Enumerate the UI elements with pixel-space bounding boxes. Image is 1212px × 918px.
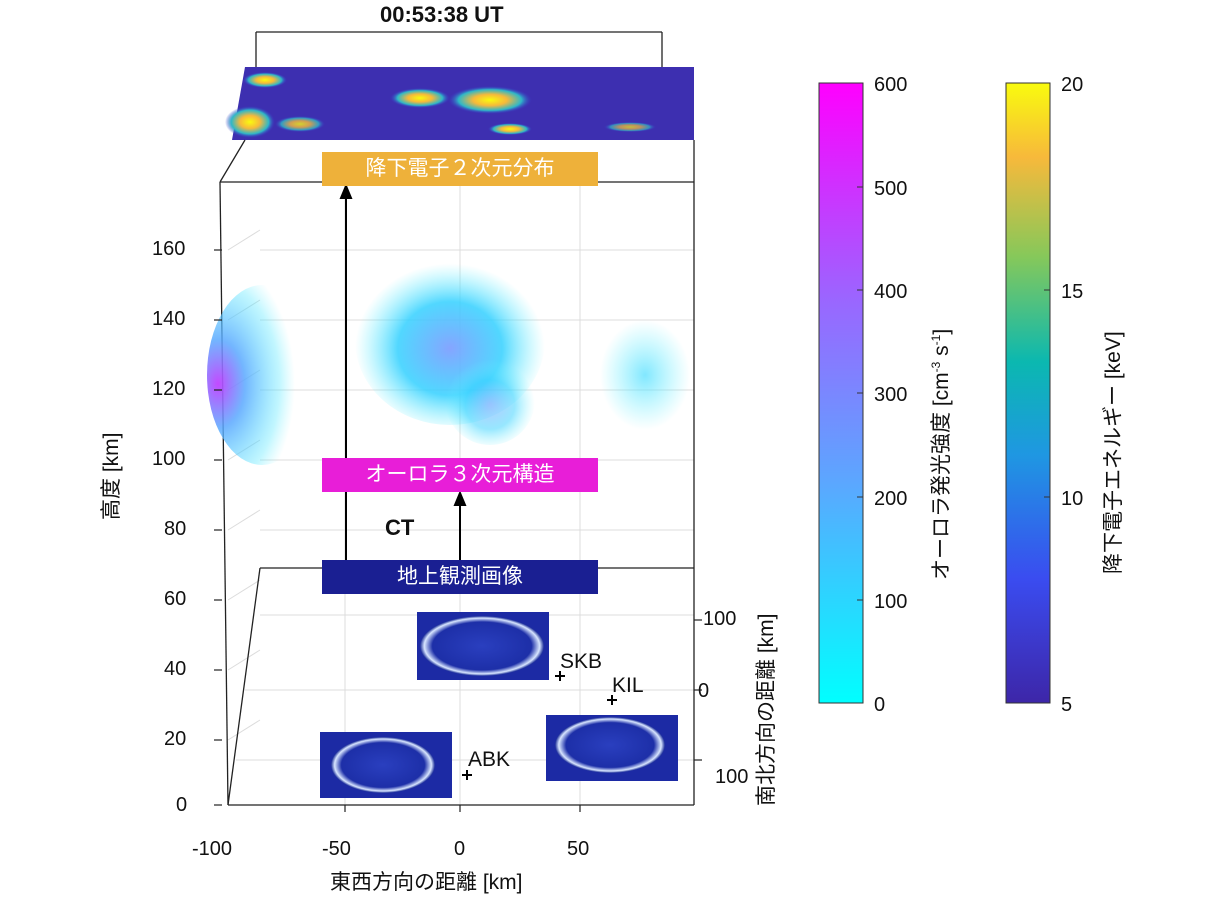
ct-arrows	[339, 183, 467, 560]
aurora-colorbar-label: オーロラ発光強度 [cm-3 s-1]	[929, 328, 953, 580]
electron-cbar-tick: 20	[1061, 74, 1084, 96]
aurora-cbar-tick: 600	[874, 74, 908, 96]
aurora-cbar-tick: 500	[874, 178, 908, 200]
z-tick: 20	[164, 728, 187, 750]
aurora-cbar-tick: 300	[874, 384, 908, 406]
z-tick: 160	[152, 238, 186, 260]
y-axis-label: 南北方向の距離 [km]	[755, 613, 778, 807]
station-label: SKB	[560, 650, 603, 673]
z-tick: 120	[152, 378, 186, 400]
figure-title: 00:53:38 UT	[380, 2, 504, 27]
x-tick: -50	[322, 838, 351, 860]
aurora-structure-label: オーロラ３次元構造	[322, 458, 598, 492]
electron-cbar-tick: 5	[1061, 694, 1073, 716]
ct-label: CT	[385, 515, 415, 540]
electron-2d-map	[225, 67, 694, 140]
z-tick: 40	[164, 658, 187, 680]
electron-colorbar-label: 降下電子エネルギー [keV]	[1102, 331, 1125, 574]
y-tick: 100	[703, 608, 737, 630]
x-axis-label: 東西方向の距離 [km]	[330, 871, 523, 894]
aurora-cbar-tick: 200	[874, 488, 908, 510]
z-tick: 100	[152, 448, 186, 470]
z-tick: 60	[164, 588, 187, 610]
electron-cbar-tick: 10	[1061, 488, 1084, 510]
electron-colorbar	[1005, 82, 1051, 704]
x-tick: -100	[192, 838, 233, 860]
station-markers	[462, 671, 617, 780]
y-tick: 0	[698, 680, 710, 702]
aurora-cbar-tick: 400	[874, 281, 908, 303]
x-tick: 0	[454, 838, 466, 860]
electron-cbar-tick: 15	[1061, 281, 1084, 303]
aurora-cbar-tick: 100	[874, 591, 908, 613]
z-tick: 0	[176, 794, 188, 816]
ground-camera-images	[320, 612, 678, 798]
x-tick: 50	[567, 838, 590, 860]
aurora-3d-structure	[207, 255, 690, 465]
station-label: KIL	[612, 674, 644, 697]
aurora-colorbar	[818, 82, 864, 704]
z-tick: 80	[164, 518, 187, 540]
electron-distribution-label: 降下電子２次元分布	[322, 152, 598, 186]
z-axis-label: 高度 [km]	[100, 432, 123, 521]
y-tick: 100	[715, 766, 749, 788]
z-tick: 140	[152, 308, 186, 330]
station-label: ABK	[468, 748, 511, 771]
aurora-cbar-tick: 0	[874, 694, 886, 716]
ground-image-label: 地上観測画像	[322, 560, 598, 594]
